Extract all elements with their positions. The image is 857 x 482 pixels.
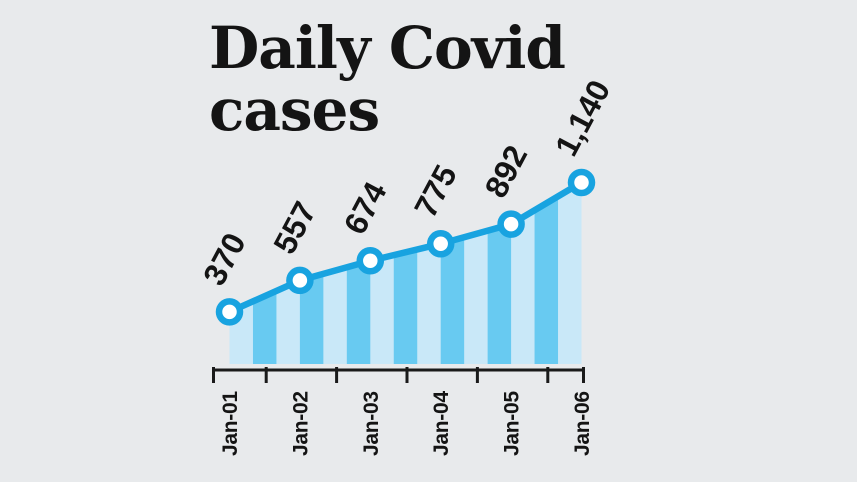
value-label: 674	[337, 176, 394, 240]
data-point-marker	[215, 298, 244, 326]
stripe-dark	[534, 182, 559, 364]
stripe-dark	[393, 182, 418, 364]
value-label: 775	[407, 159, 464, 223]
x-axis-label: Jan-04	[430, 391, 453, 456]
value-label: 370	[196, 227, 253, 291]
x-axis-label: Jan-02	[289, 391, 312, 456]
value-label: 557	[266, 196, 323, 260]
stripe-light	[370, 182, 395, 364]
value-label: 892	[477, 139, 534, 203]
stripe-light	[558, 182, 582, 364]
x-axis-label: Jan-01	[219, 391, 242, 456]
chart-title: Daily Covid cases	[209, 14, 566, 144]
stripe-dark	[346, 182, 371, 364]
stripe-light	[323, 182, 348, 364]
data-point-marker	[497, 210, 525, 238]
x-axis-label: Jan-03	[360, 391, 383, 456]
chart-title-line1: Daily Covid	[209, 14, 566, 82]
chart-title-line2: cases	[209, 76, 380, 144]
data-point-marker	[286, 266, 314, 295]
data-point-marker	[356, 247, 385, 275]
x-axis-label: Jan-05	[501, 391, 524, 456]
data-point-marker	[426, 230, 455, 258]
stripe-light	[464, 182, 489, 364]
data-point-marker	[567, 168, 596, 197]
x-axis-label: Jan-06	[571, 391, 594, 456]
